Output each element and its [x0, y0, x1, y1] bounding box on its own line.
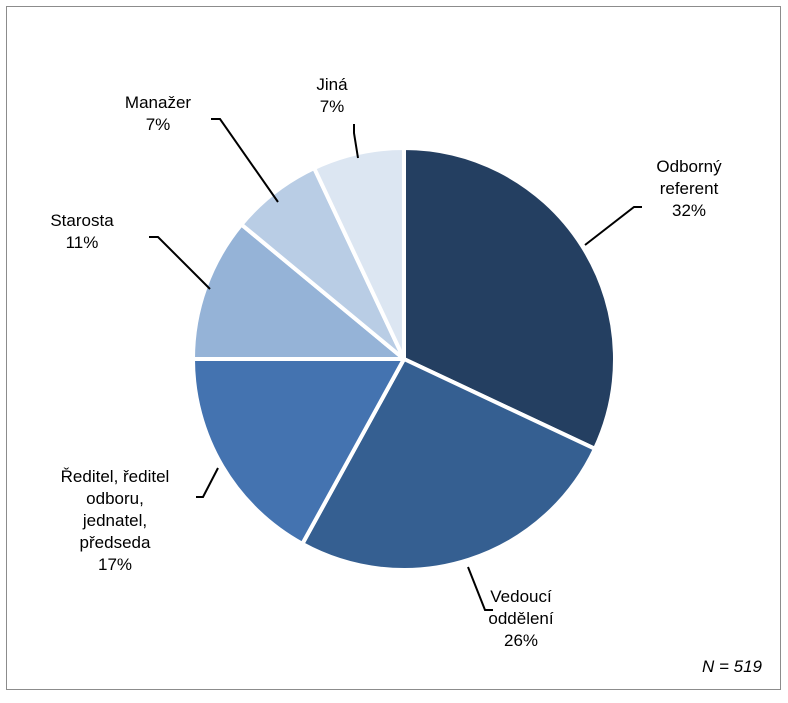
slice-label-line: Starosta: [50, 211, 114, 230]
pie-slice: [191, 357, 406, 546]
slice-label-line: odboru,: [86, 489, 144, 508]
slice-label-line: Ředitel, ředitel: [61, 467, 170, 486]
leader-line: [353, 124, 359, 159]
slice-label-line: Jiná: [316, 75, 348, 94]
pie-chart: Odborný referent 32% Vedoucí oddělení 26% Ředi…: [50, 75, 722, 650]
slice-label: Manažer 7%: [125, 93, 191, 134]
slice-label-line: Manažer: [125, 93, 191, 112]
slice-label-line: Odborný: [656, 157, 722, 176]
leader-line: [149, 236, 211, 290]
slice-label-line: jednatel,: [82, 511, 147, 530]
slice-label: Ředitel, ředitel odboru, jednatel, předseda…: [61, 467, 170, 574]
leader-line: [584, 206, 642, 246]
slice-label: Odborný referent 32%: [656, 157, 722, 220]
slice-label: Jiná 7%: [316, 75, 348, 116]
slice-label-line: 26%: [504, 631, 538, 650]
slice-label-line: 32%: [672, 201, 706, 220]
slice-label-line: 7%: [320, 97, 345, 116]
leader-line: [196, 467, 219, 498]
slice-label-line: Vedoucí: [490, 587, 552, 606]
slice-label: Vedoucí oddělení 26%: [488, 587, 554, 650]
slice-label-line: referent: [660, 179, 719, 198]
pie-slice: [191, 222, 406, 361]
slice-label-line: 17%: [98, 555, 132, 574]
pie-slice: [402, 146, 617, 451]
leader-line: [467, 566, 493, 611]
slice-label-line: předseda: [80, 533, 151, 552]
slice-label: Starosta 11%: [50, 211, 114, 252]
leader-line: [211, 118, 279, 203]
slice-label-line: 7%: [146, 115, 171, 134]
slice-label-line: oddělení: [488, 609, 554, 628]
slice-label-line: 11%: [66, 233, 99, 252]
chart-frame: Odborný referent 32% Vedoucí oddělení 26% Ředi…: [6, 6, 781, 690]
sample-size-note: N = 519: [701, 657, 762, 676]
